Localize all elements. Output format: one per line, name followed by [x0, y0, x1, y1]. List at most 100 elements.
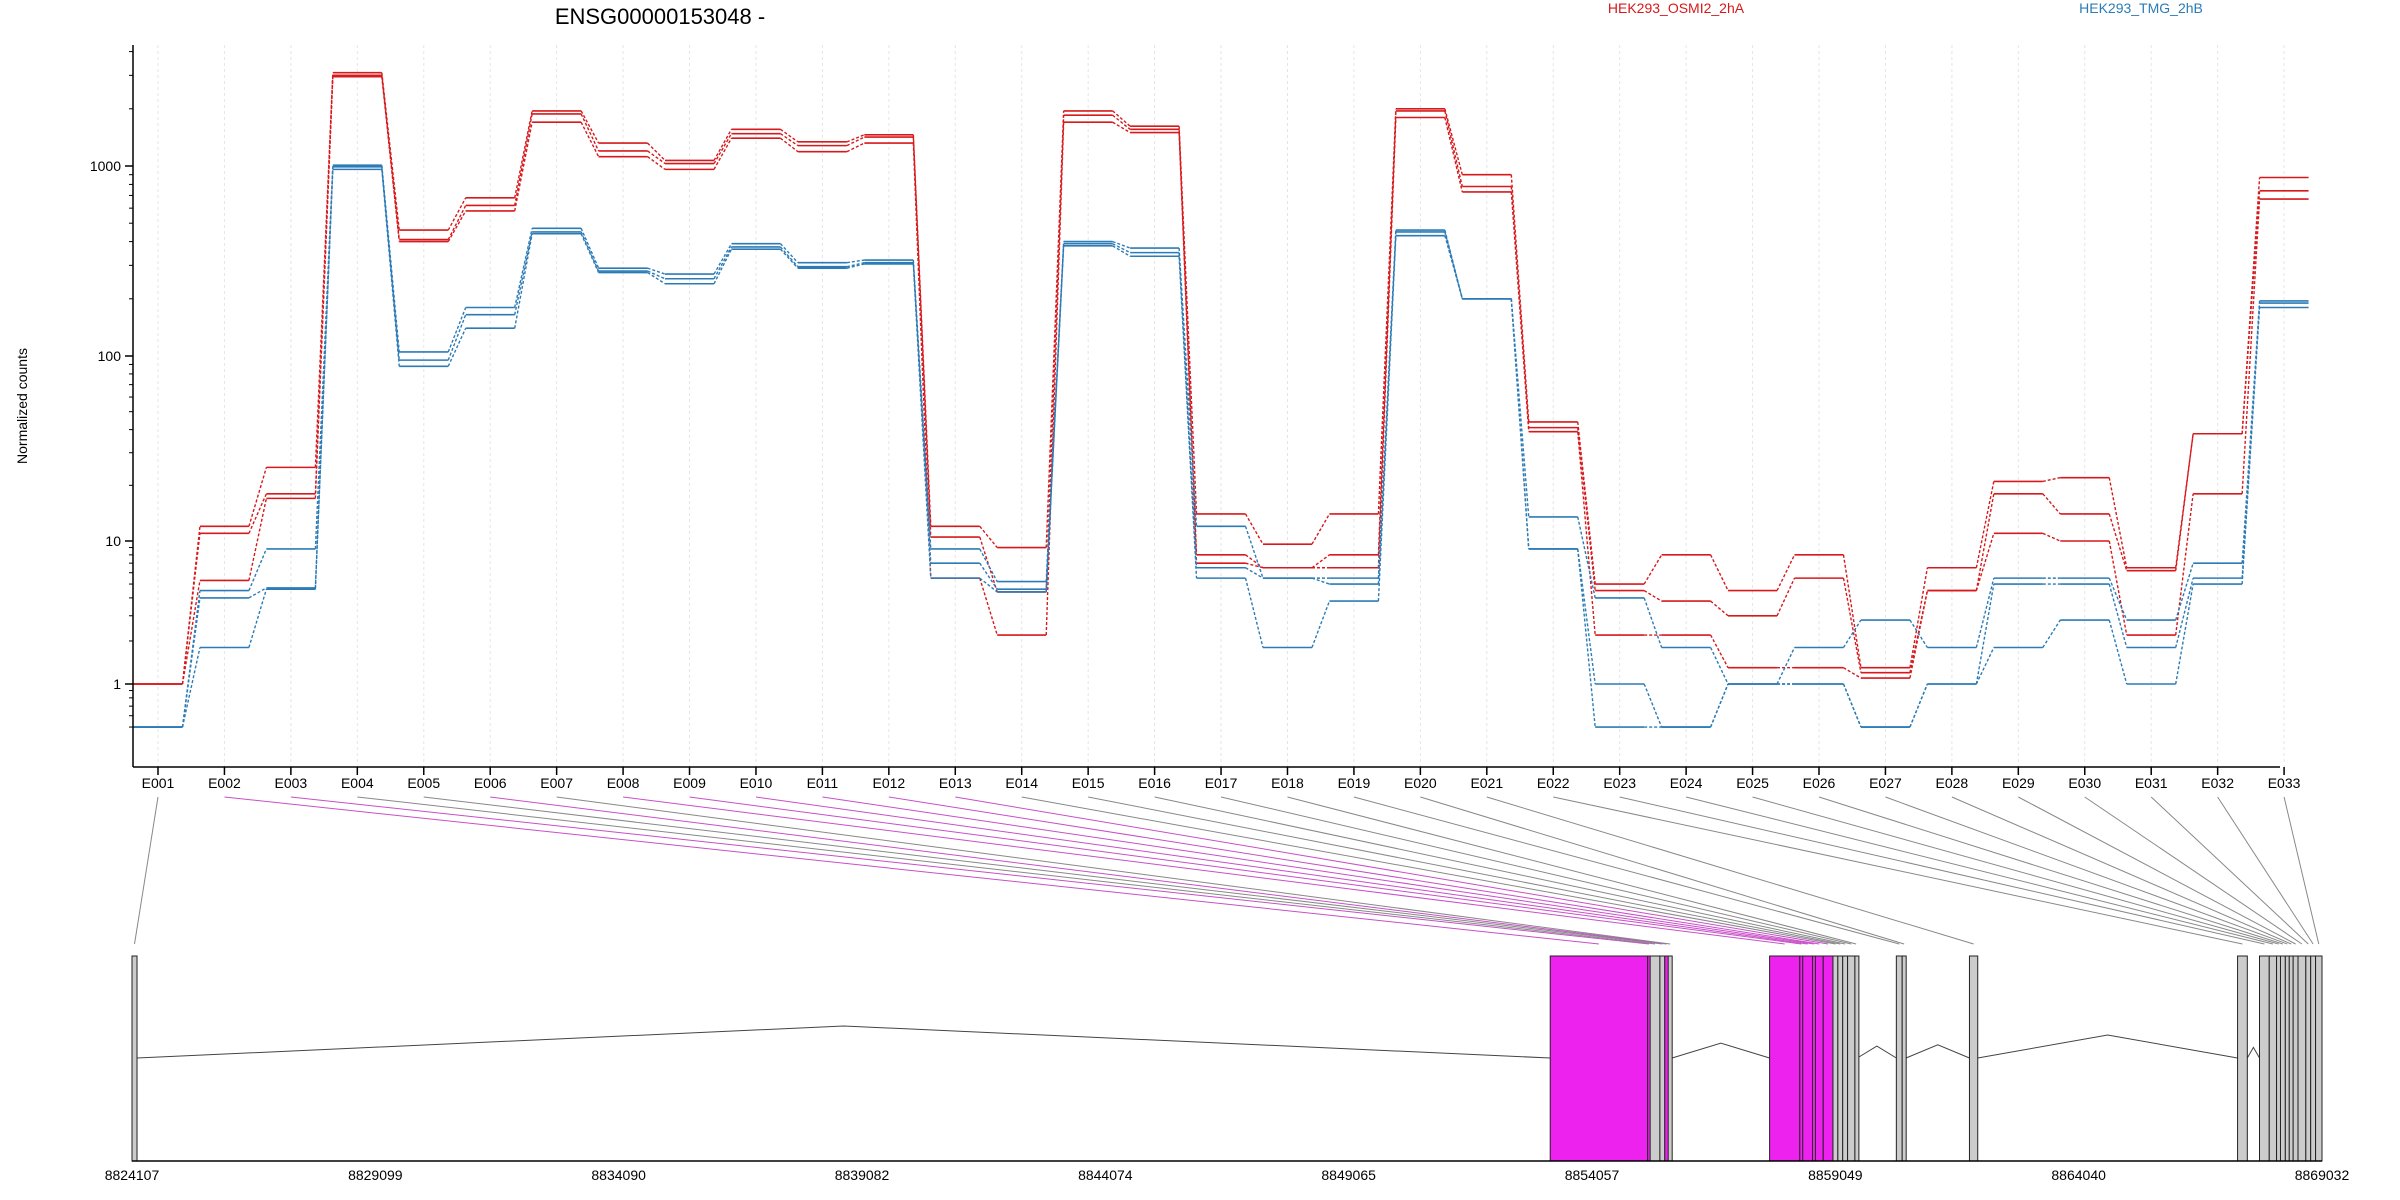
series-connector	[248, 548, 268, 591]
x-tick-label: E004	[341, 775, 374, 791]
exon-connector	[1088, 796, 1841, 945]
series-connector	[647, 150, 666, 165]
series-connector	[381, 169, 400, 367]
series-connector	[713, 243, 733, 275]
gene-model: 8824107 8829099 8834090 8839082 8844074 88490…	[105, 955, 2349, 1183]
series-connector	[779, 246, 799, 268]
series-connector	[647, 142, 666, 161]
series-connector	[1843, 667, 1862, 679]
exon-connector	[623, 796, 1785, 945]
series-connector	[1245, 554, 1264, 569]
series-connector	[979, 577, 998, 636]
series-connector	[2175, 577, 2194, 648]
series-connector	[1244, 513, 1264, 545]
series-connector	[846, 142, 865, 153]
series-connector	[1311, 600, 1331, 648]
series-connector	[1975, 533, 1995, 591]
series-connector	[1245, 567, 1264, 579]
series-connector	[2241, 199, 2261, 494]
series-connector	[1510, 298, 1530, 549]
exon-connector	[357, 796, 1656, 945]
x-tick-label: E011	[807, 775, 839, 791]
series-connector	[1444, 231, 1463, 299]
series-connector	[2241, 177, 2261, 434]
series-connector	[780, 128, 799, 143]
series-connector	[447, 205, 467, 240]
series-connector	[1045, 110, 1065, 548]
series-connector	[181, 580, 201, 685]
series-connector	[248, 493, 268, 534]
series-connector	[2108, 583, 2128, 648]
series-connector	[1577, 516, 1596, 599]
series-connector	[514, 233, 533, 329]
series-connector	[1710, 634, 1729, 669]
series-connector	[1909, 619, 1928, 648]
series-connector	[1710, 600, 1729, 617]
series-connector	[2175, 583, 2194, 685]
exon-connector	[2283, 796, 2320, 945]
exon-box	[1968, 955, 1979, 1162]
coordinate-tick-label: 8844074	[1078, 1167, 1133, 1183]
series-connector	[1975, 493, 1995, 591]
exon-box	[1901, 955, 1907, 1162]
series-connector	[1577, 548, 1596, 728]
intron-line	[2246, 1046, 2260, 1059]
x-tick-label: E029	[2002, 775, 2035, 791]
series-connector	[912, 259, 932, 549]
exon-connector	[1553, 796, 2243, 945]
x-tick-label: E025	[1736, 775, 1769, 791]
series-connector	[314, 76, 334, 499]
series-connector	[580, 113, 600, 152]
coordinate-tick-label: 8829099	[348, 1167, 403, 1183]
exon-box	[2276, 955, 2282, 1162]
legend-entry-tmg: HEK293_TMG_2hB	[2079, 0, 2203, 16]
exon-connector	[1951, 796, 2292, 945]
coordinate-tick-label: 8854057	[1565, 1167, 1620, 1183]
series-connector	[1045, 245, 1065, 593]
exon-connector	[1685, 796, 2274, 945]
series-connector	[1112, 240, 1131, 249]
series-connector	[1444, 235, 1463, 299]
exon-connector	[1420, 796, 1905, 945]
series-connector	[1577, 427, 1596, 591]
exon-connector	[689, 796, 1802, 945]
y-tick-label: 10	[105, 533, 121, 549]
series-connector	[647, 156, 666, 170]
series-connector	[1244, 577, 1264, 648]
exon-box	[2305, 955, 2312, 1162]
exon-connector	[822, 796, 1815, 945]
series-connector	[580, 228, 600, 269]
x-tick-label: E006	[474, 775, 507, 791]
intron-line	[1671, 1042, 1770, 1059]
y-tick-label: 100	[98, 348, 122, 364]
series-connector	[1178, 132, 1198, 564]
series-connector	[447, 210, 467, 242]
exon-box	[1649, 955, 1661, 1162]
exon-box	[2315, 955, 2323, 1162]
series-connector	[1045, 122, 1065, 636]
series-connector	[979, 525, 998, 548]
x-tick-label: E008	[607, 775, 640, 791]
x-tick-label: E024	[1670, 775, 1703, 791]
exon-box	[2292, 955, 2299, 1162]
exon-connector	[955, 796, 1829, 945]
series-connector	[1842, 619, 1862, 648]
x-tick-label: E013	[939, 775, 972, 791]
series-connector	[2175, 433, 2194, 571]
series-connector	[181, 647, 201, 728]
series-connector	[1377, 231, 1397, 585]
coordinate-tick-label: 8849065	[1321, 1167, 1376, 1183]
series-connector	[181, 597, 201, 728]
exon-connector-lines	[134, 796, 2320, 945]
series-connector	[2042, 619, 2061, 648]
x-tick-label: E019	[1338, 775, 1371, 791]
series-connector	[2241, 190, 2261, 434]
series-connector	[248, 467, 268, 527]
exon-connector	[556, 796, 1671, 945]
exon-box	[2268, 955, 2278, 1162]
series-connector	[1311, 577, 1330, 585]
series-connector	[713, 246, 733, 280]
series-connector	[447, 327, 467, 367]
series-connector	[1311, 554, 1330, 569]
exon-box	[1814, 955, 1824, 1162]
